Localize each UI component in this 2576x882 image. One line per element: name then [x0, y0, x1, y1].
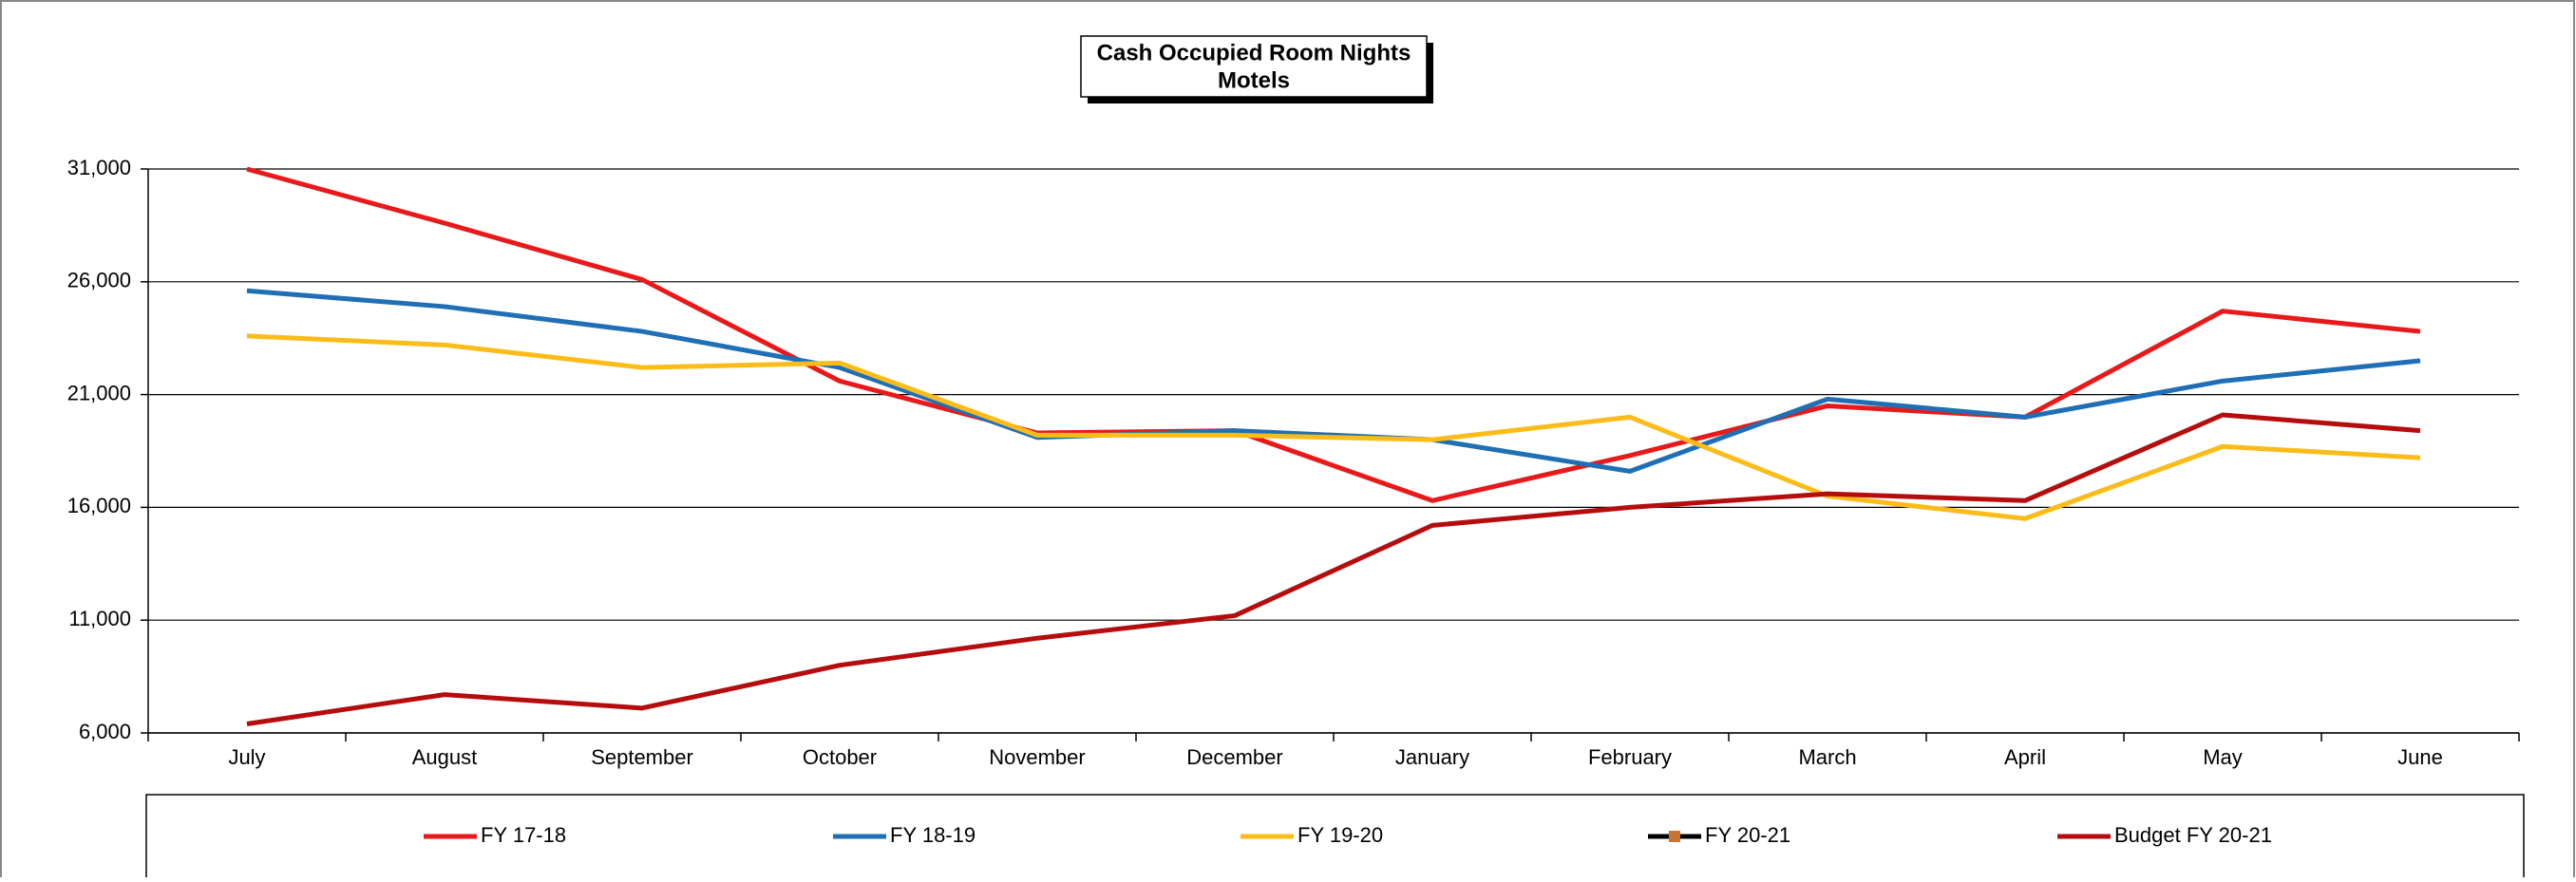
series-line — [246, 412, 2421, 726]
x-tick-label: May — [2203, 745, 2243, 769]
legend-label: FY 18-19 — [890, 823, 975, 847]
y-tick-label: 16,000 — [67, 494, 131, 517]
x-tick-label: October — [803, 745, 877, 769]
legend-label: Budget FY 20-21 — [2114, 823, 2272, 847]
x-tick-label: March — [1798, 745, 1856, 769]
legend-label: FY 17-18 — [481, 823, 566, 847]
series-line — [246, 166, 2421, 503]
x-tick-label: November — [989, 745, 1085, 769]
x-tick-label: December — [1186, 745, 1282, 769]
legend-label: FY 20-21 — [1705, 823, 1790, 847]
legend-label: FY 19-20 — [1297, 823, 1383, 847]
y-tick-label: 31,000 — [67, 156, 131, 179]
x-tick-label: January — [1395, 745, 1469, 769]
legend-marker — [1669, 831, 1680, 842]
legend-box — [145, 794, 2525, 882]
chart-subtitle: Motels — [1218, 67, 1290, 93]
chart-title: Cash Occupied Room Nights — [1097, 40, 1411, 66]
y-tick-label: 6,000 — [79, 720, 131, 743]
x-tick-label: July — [228, 745, 265, 769]
x-tick-label: August — [412, 745, 478, 769]
series-line — [246, 333, 2421, 521]
y-tick-label: 11,000 — [68, 607, 131, 630]
x-tick-label: September — [591, 745, 693, 769]
x-tick-label: June — [2397, 745, 2443, 769]
title-box — [1080, 35, 1428, 98]
y-tick-label: 21,000 — [67, 381, 131, 404]
y-tick-label: 26,000 — [67, 269, 131, 292]
x-tick-label: April — [2004, 745, 2046, 769]
x-tick-label: February — [1588, 745, 1672, 769]
